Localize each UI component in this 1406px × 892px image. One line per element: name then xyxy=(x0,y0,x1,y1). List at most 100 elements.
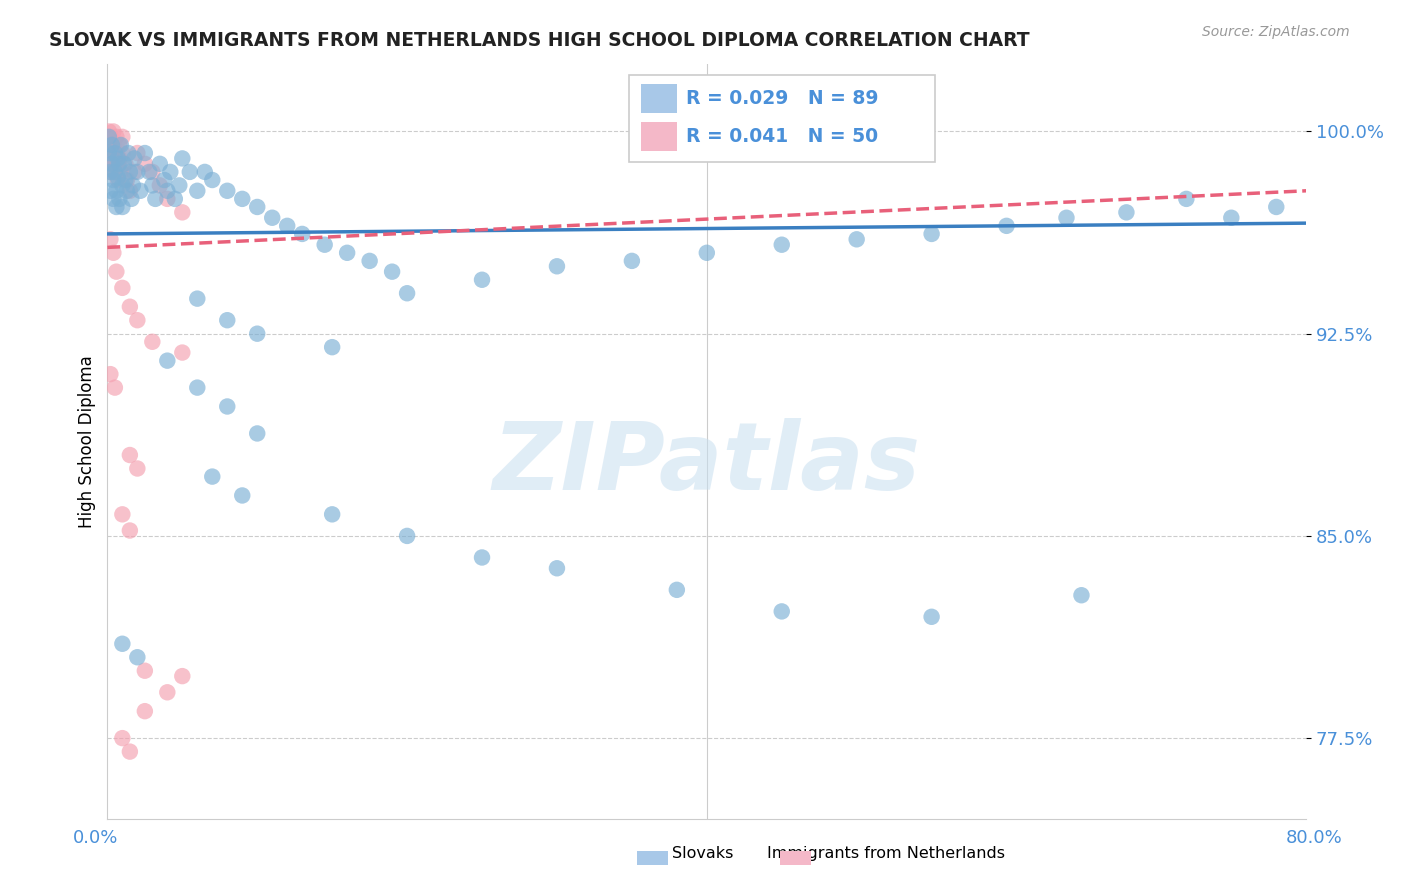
Point xyxy=(110,165,132,179)
Point xyxy=(186,381,208,395)
Point xyxy=(156,353,179,368)
Text: 0.0%: 0.0% xyxy=(73,829,118,847)
Point xyxy=(172,152,194,166)
Point xyxy=(104,381,127,395)
Point xyxy=(1220,211,1243,225)
Y-axis label: High School Diploma: High School Diploma xyxy=(79,355,96,528)
Point xyxy=(396,286,419,301)
Point xyxy=(217,400,239,414)
Point xyxy=(127,461,149,475)
Text: 80.0%: 80.0% xyxy=(1286,829,1343,847)
Point xyxy=(100,165,122,179)
Point xyxy=(97,124,120,138)
Point xyxy=(620,253,643,268)
Text: R = 0.029   N = 89: R = 0.029 N = 89 xyxy=(686,89,879,108)
Point xyxy=(1056,211,1078,225)
Point xyxy=(217,313,239,327)
Point xyxy=(156,192,179,206)
Point xyxy=(101,144,124,158)
Point xyxy=(163,192,186,206)
Point xyxy=(118,184,141,198)
Point xyxy=(127,165,149,179)
Point xyxy=(111,129,134,144)
Point xyxy=(107,170,129,185)
Point xyxy=(100,165,122,179)
Point xyxy=(381,265,404,279)
Point xyxy=(770,604,793,618)
Point xyxy=(101,137,124,152)
Point xyxy=(159,165,181,179)
Point xyxy=(103,124,125,138)
Point xyxy=(396,529,419,543)
Point xyxy=(111,178,134,193)
Point xyxy=(141,178,163,193)
Point xyxy=(134,704,156,718)
Point xyxy=(114,157,136,171)
Point xyxy=(156,685,179,699)
Point xyxy=(127,650,149,665)
Point xyxy=(112,157,135,171)
Point xyxy=(231,488,253,502)
Point xyxy=(471,550,494,565)
Point xyxy=(117,146,139,161)
Point xyxy=(105,265,128,279)
Point xyxy=(108,152,131,166)
Point xyxy=(172,205,194,219)
Point xyxy=(336,245,359,260)
Point xyxy=(143,192,166,206)
Point xyxy=(1265,200,1288,214)
Point xyxy=(262,211,284,225)
Point xyxy=(124,165,146,179)
Point xyxy=(103,137,125,152)
Point xyxy=(141,334,163,349)
Point xyxy=(97,146,120,161)
Point xyxy=(103,245,125,260)
Point xyxy=(665,582,688,597)
Point xyxy=(97,129,120,144)
Point xyxy=(118,165,141,179)
Point xyxy=(105,184,128,198)
Point xyxy=(149,157,172,171)
Point xyxy=(104,165,127,179)
Text: Source: ZipAtlas.com: Source: ZipAtlas.com xyxy=(1202,25,1350,39)
Point xyxy=(169,178,191,193)
Point xyxy=(118,745,141,759)
Point xyxy=(1115,205,1137,219)
Point xyxy=(276,219,298,233)
Point xyxy=(217,184,239,198)
Bar xyxy=(641,85,676,113)
Point xyxy=(471,273,494,287)
Point xyxy=(1070,588,1092,602)
Point xyxy=(120,192,142,206)
Point xyxy=(111,200,134,214)
Point xyxy=(111,731,134,746)
Text: Immigrants from Netherlands: Immigrants from Netherlands xyxy=(766,847,1005,861)
Point xyxy=(103,173,125,187)
Point xyxy=(134,157,156,171)
Point xyxy=(121,178,143,193)
Point xyxy=(110,137,132,152)
Point xyxy=(111,146,134,161)
Text: R = 0.041   N = 50: R = 0.041 N = 50 xyxy=(686,127,879,146)
Point xyxy=(118,448,141,462)
Point xyxy=(153,173,176,187)
Text: Slovaks: Slovaks xyxy=(672,847,734,861)
Bar xyxy=(641,122,676,151)
Point xyxy=(101,157,124,171)
Point xyxy=(201,173,224,187)
Point xyxy=(101,157,124,171)
Point xyxy=(108,192,131,206)
Point xyxy=(770,237,793,252)
Point xyxy=(118,524,141,538)
Point xyxy=(921,609,943,624)
Point xyxy=(321,508,343,522)
Point xyxy=(246,200,269,214)
Point xyxy=(138,165,160,179)
Point xyxy=(201,469,224,483)
Point xyxy=(103,192,125,206)
Point xyxy=(141,165,163,179)
Point xyxy=(111,281,134,295)
Point xyxy=(246,426,269,441)
Point xyxy=(105,129,128,144)
Point xyxy=(108,137,131,152)
